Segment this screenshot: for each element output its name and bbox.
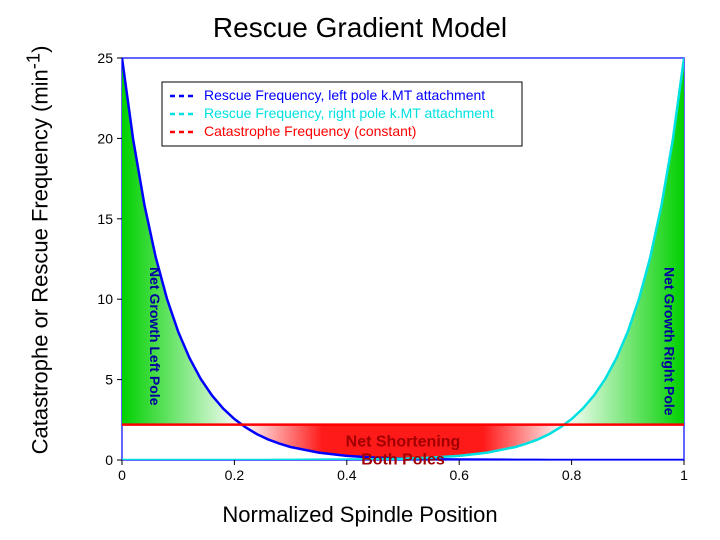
annotation-net-growth-left: Net Growth Left Pole [147,267,163,406]
y-tick: 15 [97,211,113,227]
x-tick: 0 [118,467,126,483]
legend-label: Rescue Frequency, right pole k.MT attach… [204,105,494,121]
annotation-net-shortening-1: Net Shortening [346,434,461,451]
legend-label: Rescue Frequency, left pole k.MT attachm… [204,87,485,103]
x-tick: 0.8 [562,467,582,483]
y-tick: 0 [105,452,113,468]
x-tick: 0.2 [225,467,245,483]
x-axis-label: Normalized Spindle Position [0,502,720,528]
annotation-net-growth-right: Net Growth Right Pole [661,267,677,416]
y-axis-label: Catastrophe or Rescue Frequency (min-1) [22,46,53,455]
plot-area: 00.20.40.60.810510152025Net Growth Left … [74,50,694,500]
annotation-net-shortening-2: Both Poles [361,452,445,469]
y-tick: 25 [97,50,113,66]
y-tick: 10 [97,291,113,307]
y-tick: 5 [105,372,113,388]
x-tick: 0.6 [449,467,469,483]
chart-svg: 00.20.40.60.810510152025Net Growth Left … [74,50,694,500]
y-tick: 20 [97,130,113,146]
page: Rescue Gradient Model Catastrophe or Res… [0,0,720,540]
chart-title: Rescue Gradient Model [0,12,720,44]
legend-label: Catastrophe Frequency (constant) [204,123,416,139]
x-tick: 1 [680,467,688,483]
x-tick: 0.4 [337,467,357,483]
